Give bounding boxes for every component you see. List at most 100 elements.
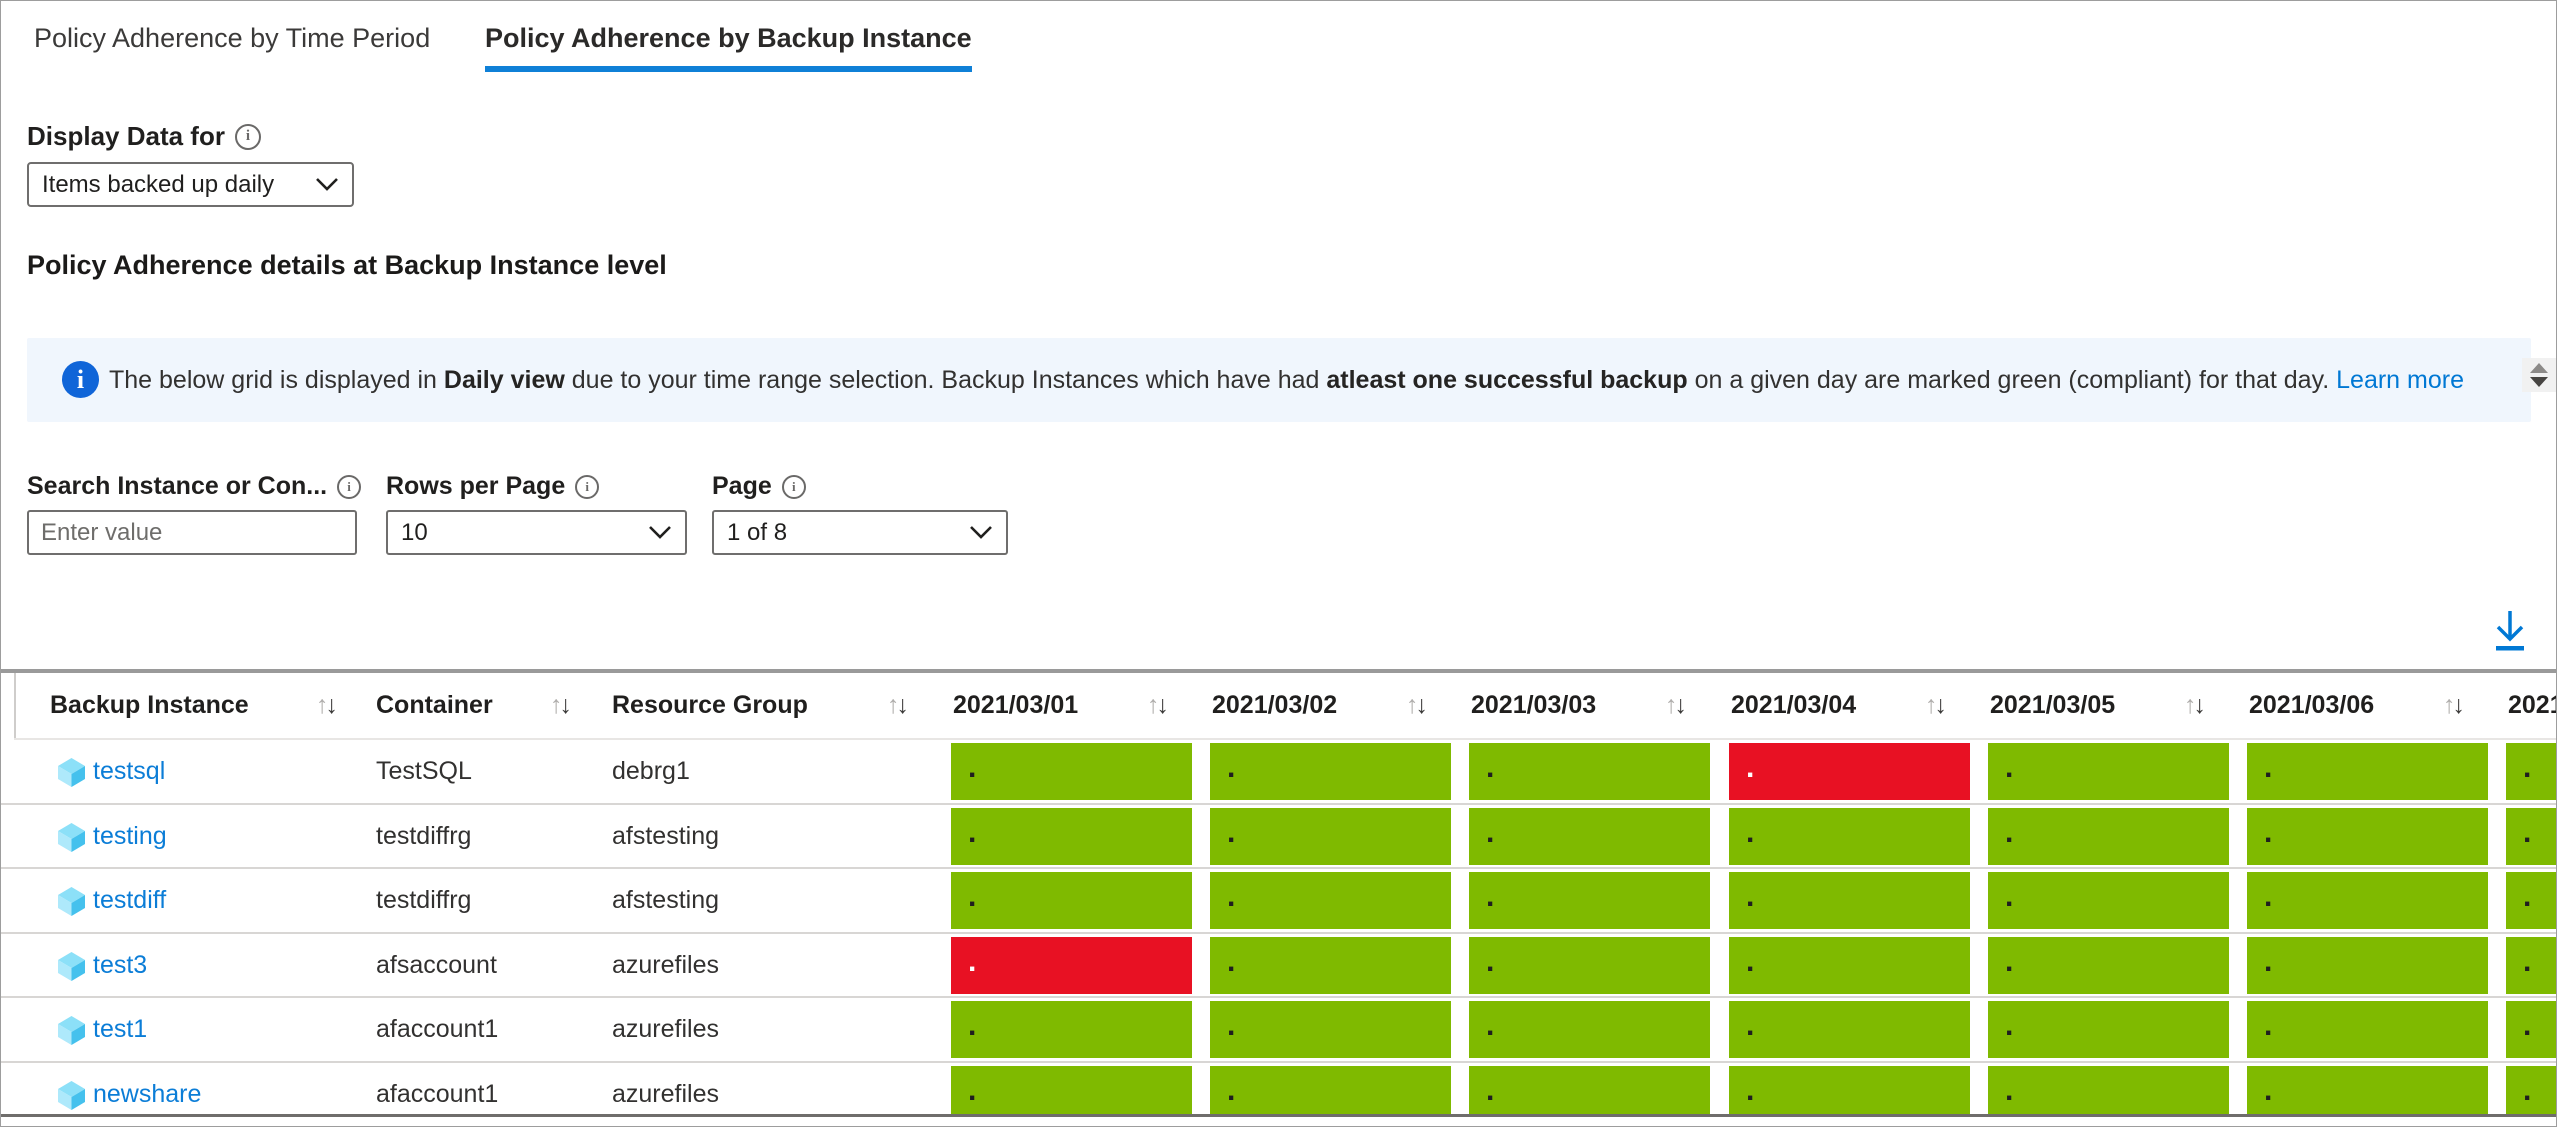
status-cell-green: . (1988, 872, 2229, 929)
rows-per-page-text: Rows per Page (386, 472, 566, 500)
backup-instance-cube-icon (56, 886, 87, 922)
resource-group-cell: afstesting (612, 886, 720, 914)
tab-policy-adherence-by-backup-instance[interactable]: Policy Adherence by Backup Instance (485, 21, 972, 72)
status-cell-green: . (1469, 1065, 1710, 1114)
status-dot: . (1486, 751, 1495, 784)
table-row: test1 afaccount1 azurefiles....... (1, 998, 2556, 1063)
column-header-date: 2021/03/07 (2508, 691, 2556, 719)
backup-instance-cube-icon (56, 951, 87, 987)
status-dot: . (2523, 1073, 2532, 1107)
status-dot: . (1227, 1009, 1236, 1042)
table-row: testdiff testdiffrg afstesting....... (1, 869, 2556, 934)
container-cell: TestSQL (376, 757, 472, 785)
status-cell-green: . (2506, 807, 2556, 865)
status-dot: . (1227, 880, 1236, 913)
table-row: testsql TestSQL debrg1....... (1, 740, 2556, 805)
sort-icon[interactable]: ↑↓ (550, 691, 572, 719)
status-cell-green: . (1729, 1001, 1970, 1058)
status-dot: . (1746, 751, 1755, 784)
status-cell-green: . (951, 872, 1192, 929)
status-dot: . (2264, 944, 2273, 978)
info-icon[interactable]: i (575, 474, 600, 499)
display-data-for-text: Display Data for (27, 121, 225, 151)
display-data-dropdown[interactable]: Items backed up daily (27, 162, 354, 207)
status-cell-green: . (1469, 807, 1710, 865)
resource-group-cell: debrg1 (612, 757, 690, 785)
rows-per-page-value: 10 (401, 518, 428, 546)
resource-group-cell: afstesting (612, 821, 720, 850)
banner-plain-text: The below grid is displayed in (109, 365, 444, 394)
search-input[interactable] (29, 512, 355, 553)
info-filled-icon: i (62, 361, 99, 398)
sort-icon[interactable]: ↑↓ (2443, 691, 2465, 719)
banner-plain-text: due to your time range selection. Backup… (564, 365, 1327, 394)
container-cell: afaccount1 (376, 1079, 499, 1108)
status-dot: . (2523, 880, 2532, 913)
status-dot: . (2264, 815, 2273, 849)
backup-instance-link[interactable]: test1 (93, 1015, 148, 1043)
page-dropdown[interactable]: 1 of 8 (712, 510, 1008, 555)
info-icon[interactable]: i (234, 123, 261, 150)
status-cell-green: . (1210, 872, 1451, 929)
status-dot: . (1746, 815, 1755, 849)
sort-icon[interactable]: ↑↓ (316, 691, 338, 719)
status-dot: . (2264, 880, 2273, 913)
backup-instance-link[interactable]: test3 (93, 950, 148, 979)
status-dot: . (2005, 815, 2014, 849)
status-dot: . (1746, 1009, 1755, 1042)
sort-icon[interactable]: ↑↓ (2184, 691, 2206, 719)
sort-icon[interactable]: ↑↓ (1665, 691, 1687, 719)
info-icon[interactable]: i (337, 474, 362, 499)
info-icon[interactable]: i (781, 474, 806, 499)
status-cell-green: . (1729, 936, 1970, 994)
display-data-value: Items backed up daily (42, 170, 275, 198)
status-dot: . (968, 880, 977, 913)
backup-instance-link[interactable]: testing (93, 821, 167, 850)
backup-instance-link[interactable]: newshare (93, 1079, 202, 1108)
backup-instance-link[interactable]: testsql (93, 757, 166, 785)
learn-more-link[interactable]: Learn more (2336, 365, 2464, 394)
status-cell-green: . (1988, 936, 2229, 994)
table-row: newshare afaccount1 azurefiles....... (1, 1062, 2556, 1114)
grid-header: Backup Instance ↑↓ Container ↑↓ Resource Gro… (1, 673, 2556, 738)
status-dot: . (1486, 944, 1495, 978)
status-cell-red: . (1729, 743, 1970, 800)
column-header: Backup Instance (50, 691, 249, 719)
table-bottom-border (1, 1114, 2556, 1117)
status-cell-green: . (2506, 743, 2556, 800)
status-dot: . (2523, 815, 2532, 849)
sort-icon[interactable]: ↑↓ (1147, 691, 1169, 719)
status-cell-green: . (2506, 936, 2556, 994)
rows-per-page-label: Rows per Page i (386, 472, 600, 501)
page-text: Page (712, 472, 772, 500)
status-dot: . (1227, 751, 1236, 784)
sort-icon[interactable]: ↑↓ (1925, 691, 1947, 719)
search-filter-text: Search Instance or Con... (27, 472, 328, 500)
status-dot: . (2005, 751, 2014, 784)
download-icon[interactable] (2488, 607, 2532, 655)
backup-instance-cube-icon (56, 822, 87, 858)
status-cell-green: . (1469, 1001, 1710, 1058)
status-dot: . (968, 944, 977, 978)
status-dot: . (968, 751, 977, 784)
column-header-date: 2021/03/02 (1212, 691, 1338, 719)
status-cell-green: . (2506, 872, 2556, 929)
status-cell-green: . (2247, 872, 2488, 929)
column-header-date: 2021/03/04 (1731, 691, 1857, 719)
scroll-down-icon[interactable] (2530, 377, 2548, 387)
banner-message: The below grid is displayed in Daily vie… (109, 366, 2464, 395)
backup-instance-link[interactable]: testdiff (93, 886, 167, 914)
section-title: Policy Adherence details at Backup Insta… (27, 250, 667, 280)
status-cell-green: . (2506, 1001, 2556, 1058)
sort-icon[interactable]: ↑↓ (887, 691, 909, 719)
search-instance-field[interactable] (27, 510, 357, 555)
status-cell-green: . (951, 1001, 1192, 1058)
scroll-up-icon[interactable] (2530, 363, 2548, 373)
tab-policy-adherence-by-time-period[interactable]: Policy Adherence by Time Period (34, 23, 431, 53)
rows-per-page-dropdown[interactable]: 10 (386, 510, 687, 555)
status-cell-green: . (951, 743, 1192, 800)
status-dot: . (2523, 944, 2532, 978)
resource-group-cell: azurefiles (612, 1079, 719, 1108)
sort-icon[interactable]: ↑↓ (1406, 691, 1428, 719)
column-header-date: 2021/03/01 (953, 691, 1079, 719)
